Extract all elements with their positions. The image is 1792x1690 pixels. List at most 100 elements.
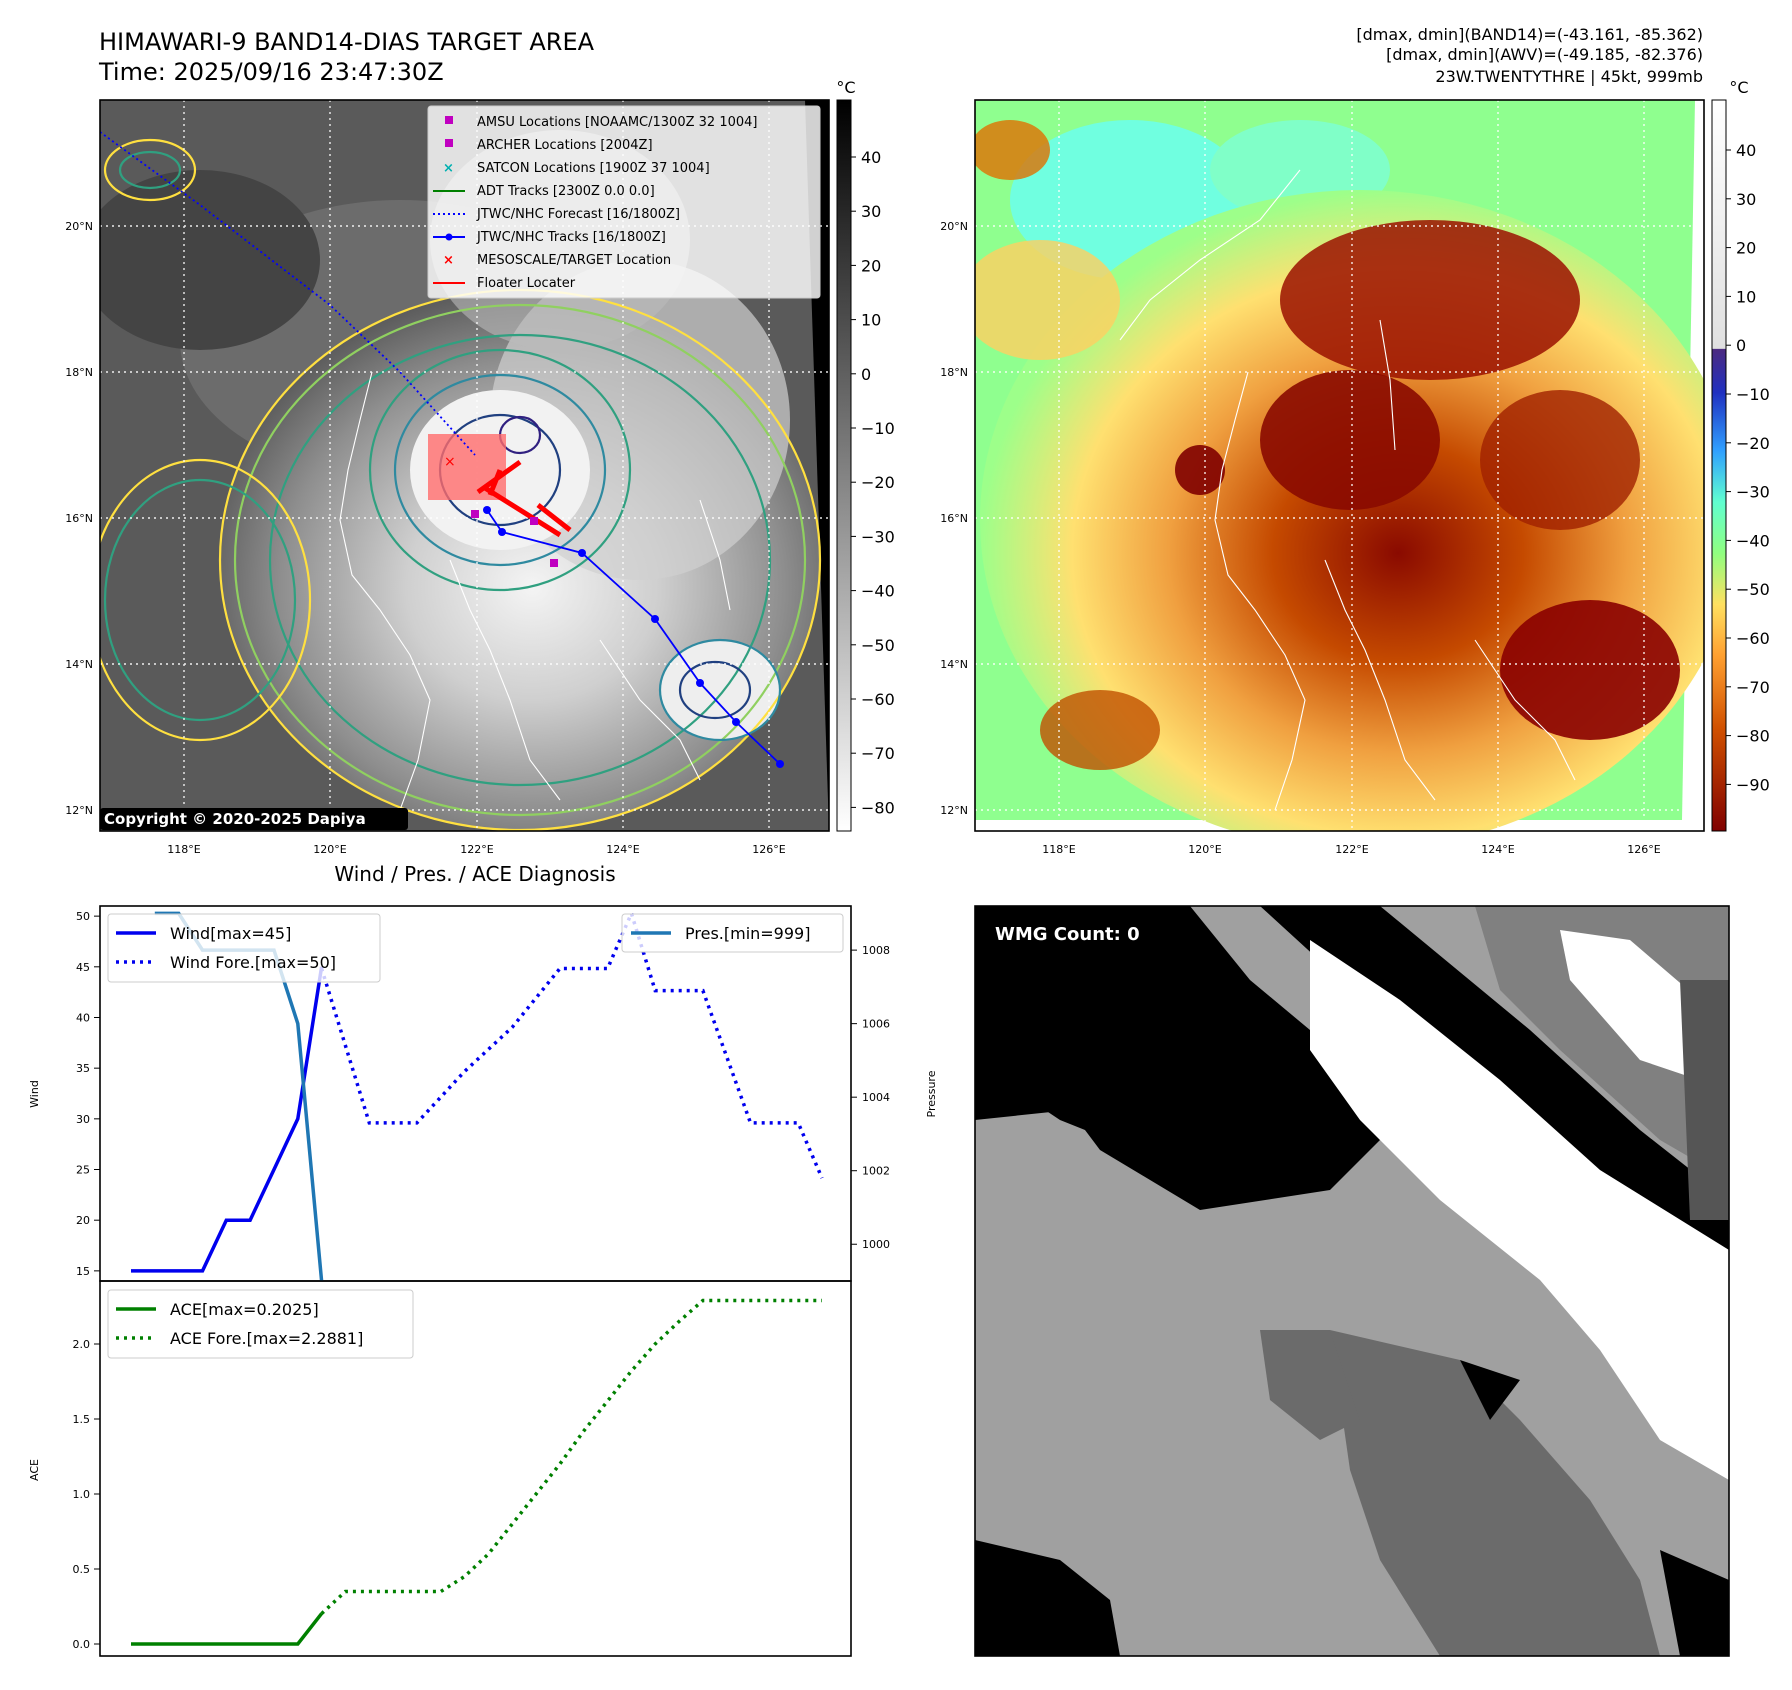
- awv-colorbar-tick-label: 10: [1736, 287, 1756, 306]
- svg-text:×: ×: [443, 161, 454, 176]
- lon-tick-label: 118°E: [1042, 843, 1075, 856]
- wind-tick-label: 25: [76, 1164, 90, 1177]
- awv-map-panel: [974, 99, 1705, 832]
- lat-tick-label: 16°N: [940, 512, 968, 525]
- lon-tick-label: 124°E: [606, 843, 639, 856]
- legend-ace-forecast: ACE Fore.[max=2.2881]: [170, 1329, 363, 1348]
- figure-time: Time: 2025/09/16 23:47:30Z: [98, 58, 444, 86]
- wind-pressure-chart: Wind Pressure 15 20 25 30 35 40 45 50 1000 1002 1…: [28, 905, 938, 1282]
- awv-colorbar-tick-label: −20: [1736, 434, 1770, 453]
- legend-label: ADT Tracks [2300Z 0.0 0.0]: [477, 184, 655, 199]
- band14-colorbar-tick-label: −40: [861, 582, 895, 601]
- band14-colorbar-tick-label: 10: [861, 311, 881, 330]
- lon-tick-label: 124°E: [1481, 843, 1514, 856]
- band14-colorbar-tick-label: −80: [861, 798, 895, 817]
- ace-tick-label: 2.0: [73, 1338, 91, 1351]
- figure-title: HIMAWARI-9 BAND14-DIAS TARGET AREA: [99, 28, 595, 56]
- legend-pressure: Pres.[min=999]: [685, 924, 810, 943]
- legend-label: MESOSCALE/TARGET Location: [477, 253, 671, 268]
- copyright-label: Copyright © 2020-2025 Dapiya: [104, 810, 366, 828]
- awv-colorbar-tick-label: −10: [1736, 385, 1770, 404]
- awv-colorbar-tick-label: −90: [1736, 775, 1770, 794]
- colorbar-unit: °C: [836, 78, 855, 97]
- wind-axis-label: Wind: [28, 1080, 41, 1108]
- band14-colorbar: °C 40 30 20 10 0 −10 −20 −30 −40 −50 −60 −70 −80: [836, 78, 895, 832]
- awv-colorbar-tick-label: 30: [1736, 190, 1756, 209]
- band14-colorbar-tick-label: −30: [861, 527, 895, 546]
- legend-label: JTWC/NHC Forecast [16/1800Z]: [476, 207, 680, 222]
- awv-colorbar-tick-label: −40: [1736, 531, 1770, 550]
- band14-colorbar-tick-label: 20: [861, 256, 881, 275]
- awv-colorbar-tick-label: −80: [1736, 727, 1770, 746]
- awv-colorbar-tick-label: −70: [1736, 678, 1770, 697]
- band14-colorbar-tick-label: −20: [861, 473, 895, 492]
- ace-tick-label: 0.5: [73, 1563, 91, 1576]
- lon-tick-label: 120°E: [1188, 843, 1221, 856]
- awv-colorbar-tick-label: −30: [1736, 483, 1770, 502]
- awv-colorbar: °C 40 30 20 10 0 −10 −20 −30 −40 −50 −60 −70 −80 −90: [1711, 78, 1770, 832]
- wmg-count-label: WMG Count: 0: [995, 924, 1140, 945]
- lon-tick-label: 122°E: [1335, 843, 1368, 856]
- legend-label: AMSU Locations [NOAAMC/1300Z 32 1004]: [477, 115, 757, 130]
- lat-tick-label: 12°N: [65, 804, 93, 817]
- diagnosis-title: Wind / Pres. / ACE Diagnosis: [334, 862, 615, 886]
- pressure-axis-label: Pressure: [925, 1070, 938, 1117]
- info-awv: [dmax, dmin](AWV)=(-49.185, -82.376): [1386, 45, 1703, 64]
- band14-colorbar-tick-label: −60: [861, 690, 895, 709]
- ace-series-line: [131, 1612, 323, 1646]
- wind-series-line: [131, 966, 324, 1273]
- legend-wind: Wind[max=45]: [170, 924, 291, 943]
- lat-tick-label: 14°N: [65, 658, 93, 671]
- wind-tick-label: 45: [76, 961, 90, 974]
- awv-colorbar-tick-label: −60: [1736, 629, 1770, 648]
- wind-tick-label: 35: [76, 1062, 90, 1075]
- info-storm: 23W.TWENTYTHRE | 45kt, 999mb: [1435, 67, 1703, 86]
- lon-tick-label: 126°E: [752, 843, 785, 856]
- lat-tick-label: 16°N: [65, 512, 93, 525]
- wind-tick-label: 20: [76, 1214, 90, 1227]
- wind-tick-label: 30: [76, 1113, 90, 1126]
- colorbar-unit: °C: [1729, 78, 1748, 97]
- lon-tick-label: 122°E: [460, 843, 493, 856]
- ace-tick-label: 0.0: [73, 1638, 91, 1651]
- lat-tick-label: 20°N: [65, 220, 93, 233]
- wind-tick-label: 40: [76, 1011, 90, 1024]
- lat-tick-label: 20°N: [940, 220, 968, 233]
- awv-colorbar-tick-label: 40: [1736, 141, 1756, 160]
- awv-colorbar-tick-label: −50: [1736, 580, 1770, 599]
- legend-wind-forecast: Wind Fore.[max=50]: [170, 953, 336, 972]
- pressure-tick-label: 1000: [862, 1238, 890, 1251]
- band14-colorbar-tick-label: 0: [861, 365, 871, 384]
- map-legend: AMSU Locations [NOAAMC/1300Z 32 1004] AR…: [427, 105, 821, 299]
- lat-tick-label: 18°N: [940, 366, 968, 379]
- band14-colorbar-tick-label: 30: [861, 202, 881, 221]
- map2-axis-labels: 118°E 120°E 122°E 124°E 126°E 20°N 18°N …: [940, 220, 1661, 856]
- ace-axis-label: ACE: [28, 1459, 41, 1481]
- legend-label: ARCHER Locations [2004Z]: [477, 138, 653, 153]
- legend-label: SATCON Locations [1900Z 37 1004]: [477, 161, 710, 176]
- awv-colorbar-tick-label: 0: [1736, 336, 1746, 355]
- map1-axis-labels: 118°E 120°E 122°E 124°E 126°E 20°N 18°N …: [65, 220, 786, 856]
- ace-tick-label: 1.0: [73, 1488, 91, 1501]
- lat-tick-label: 14°N: [940, 658, 968, 671]
- wmg-panel: WMG Count: 0: [974, 905, 1730, 1657]
- pressure-tick-label: 1008: [862, 944, 890, 957]
- band14-colorbar-tick-label: −70: [861, 744, 895, 763]
- lon-tick-label: 118°E: [167, 843, 200, 856]
- lon-tick-label: 126°E: [1627, 843, 1660, 856]
- ace-tick-label: 1.5: [73, 1413, 91, 1426]
- band14-colorbar-tick-label: −10: [861, 419, 895, 438]
- pressure-tick-label: 1002: [862, 1165, 890, 1178]
- lon-tick-label: 120°E: [313, 843, 346, 856]
- lat-tick-label: 12°N: [940, 804, 968, 817]
- pressure-forecast-series-line: [319, 908, 824, 1179]
- legend-ace: ACE[max=0.2025]: [170, 1300, 319, 1319]
- pressure-tick-label: 1006: [862, 1018, 890, 1031]
- wind-tick-label: 15: [76, 1265, 90, 1278]
- wind-tick-label: 50: [76, 910, 90, 923]
- legend-label: JTWC/NHC Tracks [16/1800Z]: [476, 230, 666, 245]
- lat-tick-label: 18°N: [65, 366, 93, 379]
- svg-text:×: ×: [443, 253, 454, 268]
- pressure-tick-label: 1004: [862, 1091, 890, 1104]
